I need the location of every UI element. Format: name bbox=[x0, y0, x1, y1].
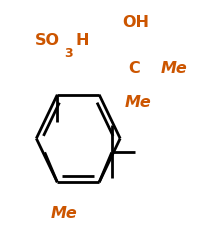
Text: OH: OH bbox=[122, 15, 149, 30]
Text: Me: Me bbox=[125, 95, 151, 110]
Text: Me: Me bbox=[50, 206, 77, 221]
Text: C: C bbox=[128, 61, 140, 76]
Text: SO: SO bbox=[34, 33, 59, 48]
Text: 3: 3 bbox=[65, 47, 73, 60]
Text: H: H bbox=[75, 33, 89, 48]
Text: Me: Me bbox=[160, 61, 187, 76]
